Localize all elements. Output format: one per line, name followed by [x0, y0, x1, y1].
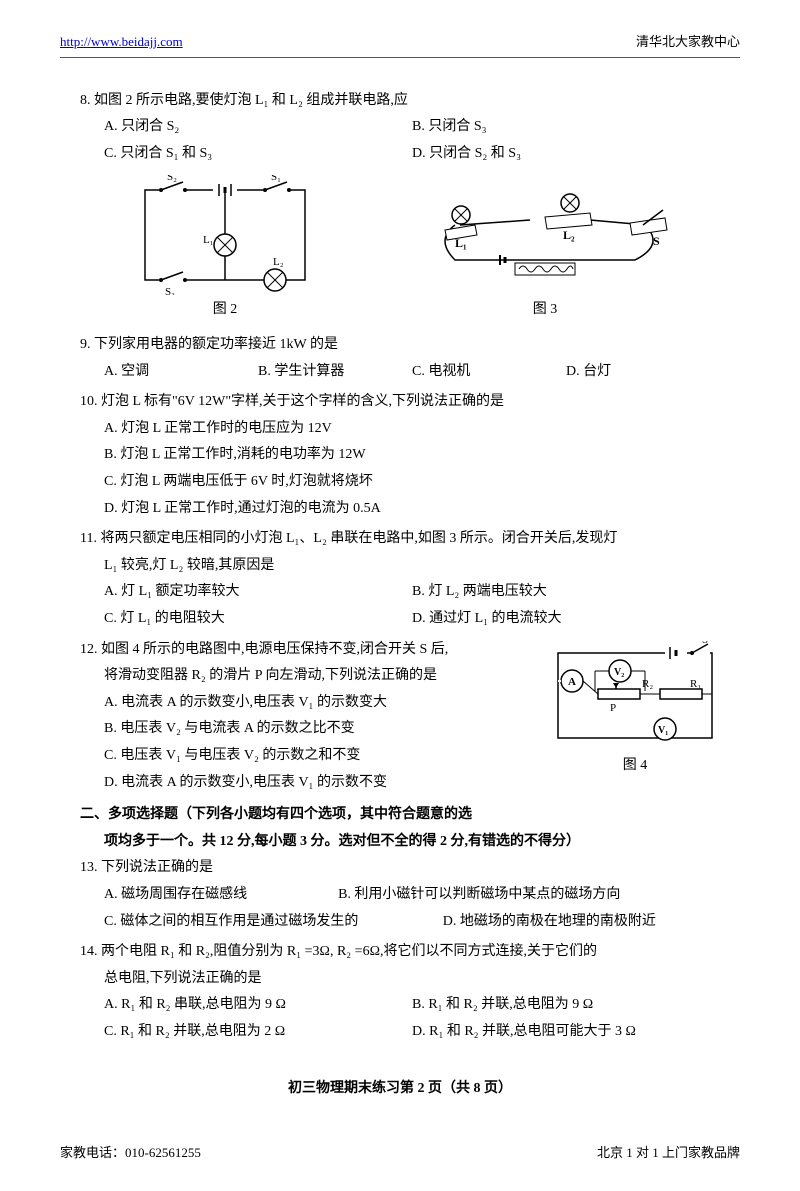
- svg-text:V₁: V₁: [658, 725, 668, 736]
- q14-text2: 总电阻,下列说法正确的是: [80, 966, 720, 993]
- q11-opt-d: D. 通过灯 L₁ 的电流较大: [412, 606, 720, 633]
- q9-opt-a: A. 空调: [104, 359, 258, 386]
- q11-opt-c: C. 灯 L₁ 的电阻较大: [104, 606, 412, 633]
- q8-text: 8. 如图 2 所示电路,要使灯泡 L₁ 和 L₂ 组成并联电路,应: [80, 88, 720, 115]
- q9-opt-c: C. 电视机: [412, 359, 566, 386]
- q11-opt-a: A. 灯 L₁ 额定功率较大: [104, 579, 412, 606]
- q10-text: 10. 灯泡 L 标有"6V 12W"字样,关于这个字样的含义,下列说法正确的是: [80, 389, 720, 416]
- question-12: S A V₂ P R₂: [80, 637, 720, 797]
- q14-opt-a: A. R₁ 和 R₂ 串联,总电阻为 9 Ω: [104, 992, 412, 1019]
- q14-opt-c: C. R₁ 和 R₂ 并联,总电阻为 2 Ω: [104, 1019, 412, 1046]
- content-area: 8. 如图 2 所示电路,要使灯泡 L₁ 和 L₂ 组成并联电路,应 A. 只闭…: [60, 88, 740, 1102]
- q8-opt-c: C. 只闭合 S₁ 和 S₃: [104, 141, 412, 168]
- svg-text:L₁: L₁: [455, 236, 467, 250]
- figure-2: S₂ S₁ L₁: [125, 175, 325, 324]
- fig4-caption: 图 4: [550, 753, 720, 780]
- q14-text: 14. 两个电阻 R₁ 和 R₂,阻值分别为 R₁ =3Ω, R₂ =6Ω,将它…: [80, 939, 720, 966]
- question-11: 11. 将两只额定电压相同的小灯泡 L₁、L₂ 串联在电路中,如图 3 所示。闭…: [80, 526, 720, 632]
- question-13: 13. 下列说法正确的是 A. 磁场周围存在磁感线 B. 利用小磁针可以判断磁场…: [80, 855, 720, 935]
- svg-text:L₁: L₁: [203, 234, 214, 246]
- fig3-caption: 图 3: [415, 297, 675, 324]
- svg-text:S: S: [702, 641, 708, 646]
- q11-text2: L₁ 较亮,灯 L₂ 较暗,其原因是: [80, 553, 720, 580]
- svg-text:L₂: L₂: [563, 228, 575, 242]
- figures-row: S₂ S₁ L₁: [80, 175, 720, 324]
- question-10: 10. 灯泡 L 标有"6V 12W"字样,关于这个字样的含义,下列说法正确的是…: [80, 389, 720, 522]
- fig2-caption: 图 2: [125, 297, 325, 324]
- q13-opt-d: D. 地磁场的南极在地理的南极附近: [443, 909, 720, 936]
- page-footer: 家教电话：010-62561255 北京 1 对 1 上门家教品牌: [0, 1122, 800, 1191]
- q13-opt-b: B. 利用小磁针可以判断磁场中某点的磁场方向: [338, 882, 720, 909]
- section-2-title: 二、多项选择题（下列各小题均有四个选项，其中符合题意的选 项均多于一个。共 12…: [80, 802, 720, 855]
- figure-4: S A V₂ P R₂: [550, 641, 720, 780]
- page-header: http://www.beidajj.com 清华北大家教中心: [60, 30, 740, 58]
- q13-opt-c: C. 磁体之间的相互作用是通过磁场发生的: [104, 909, 443, 936]
- svg-text:S₁: S₁: [271, 175, 281, 183]
- footer-right: 北京 1 对 1 上门家教品牌: [597, 1142, 740, 1161]
- q10-opt-c: C. 灯泡 L 两端电压低于 6V 时,灯泡就将烧坏: [80, 469, 720, 496]
- svg-text:S₂: S₂: [167, 175, 177, 183]
- q9-opt-d: D. 台灯: [566, 359, 720, 386]
- q8-opt-a: A. 只闭合 S₂: [104, 114, 412, 141]
- svg-text:V₂: V₂: [614, 667, 624, 678]
- circuit-fig4-icon: S A V₂ P R₂: [550, 641, 720, 751]
- svg-text:S₃: S₃: [165, 286, 175, 295]
- question-9: 9. 下列家用电器的额定功率接近 1kW 的是 A. 空调 B. 学生计算器 C…: [80, 332, 720, 385]
- q13-text: 13. 下列说法正确的是: [80, 855, 720, 882]
- q8-opt-d: D. 只闭合 S₂ 和 S₃: [412, 141, 720, 168]
- q11-text: 11. 将两只额定电压相同的小灯泡 L₁、L₂ 串联在电路中,如图 3 所示。闭…: [80, 526, 720, 553]
- figure-3: L₁ L₂ S 图: [415, 185, 675, 324]
- svg-text:P: P: [610, 702, 616, 714]
- q8-opt-b: B. 只闭合 S₃: [412, 114, 720, 141]
- page-number: 初三物理期末练习第 2 页（共 8 页）: [80, 1076, 720, 1103]
- q10-opt-b: B. 灯泡 L 正常工作时,消耗的电功率为 12W: [80, 442, 720, 469]
- circuit-fig2-icon: S₂ S₁ L₁: [125, 175, 325, 295]
- circuit-fig3-icon: L₁ L₂ S: [415, 185, 675, 295]
- q13-opt-a: A. 磁场周围存在磁感线: [104, 882, 338, 909]
- q10-opt-a: A. 灯泡 L 正常工作时的电压应为 12V: [80, 416, 720, 443]
- header-right: 清华北大家教中心: [636, 30, 740, 55]
- q10-opt-d: D. 灯泡 L 正常工作时,通过灯泡的电流为 0.5A: [80, 496, 720, 523]
- question-8: 8. 如图 2 所示电路,要使灯泡 L₁ 和 L₂ 组成并联电路,应 A. 只闭…: [80, 88, 720, 168]
- header-url[interactable]: http://www.beidajj.com: [60, 30, 183, 55]
- q14-opt-d: D. R₁ 和 R₂ 并联,总电阻可能大于 3 Ω: [412, 1019, 720, 1046]
- q9-text: 9. 下列家用电器的额定功率接近 1kW 的是: [80, 332, 720, 359]
- footer-left: 家教电话：010-62561255: [60, 1142, 201, 1161]
- q11-opt-b: B. 灯 L₂ 两端电压较大: [412, 579, 720, 606]
- svg-text:S: S: [653, 234, 660, 248]
- svg-text:A: A: [568, 676, 576, 688]
- svg-text:L₂: L₂: [273, 256, 284, 268]
- svg-text:R₁: R₁: [690, 678, 701, 690]
- q9-opt-b: B. 学生计算器: [258, 359, 412, 386]
- q14-opt-b: B. R₁ 和 R₂ 并联,总电阻为 9 Ω: [412, 992, 720, 1019]
- svg-text:R₂: R₂: [642, 678, 653, 690]
- question-14: 14. 两个电阻 R₁ 和 R₂,阻值分别为 R₁ =3Ω, R₂ =6Ω,将它…: [80, 939, 720, 1045]
